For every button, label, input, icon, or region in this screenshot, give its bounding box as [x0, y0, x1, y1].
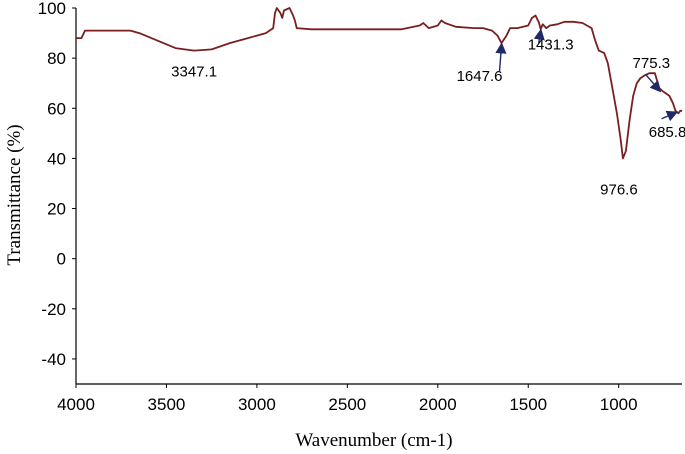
y-tick-label: 40: [47, 149, 66, 168]
peak-arrow: [533, 28, 545, 44]
annotation-layer: 3347.1 1647.6 1431.3 976.6 775.3 685.8: [171, 28, 685, 198]
x-tick-label: 2500: [328, 395, 366, 414]
y-tick-label: 80: [47, 49, 66, 68]
peak-arrow: [495, 42, 507, 72]
x-axis-ticks: 4000 3500 3000 2500 2000 1500 1000: [57, 384, 638, 414]
y-tick-label: -20: [41, 300, 66, 319]
y-tick-label: 60: [47, 99, 66, 118]
peak-label: 1647.6: [457, 68, 503, 85]
plot-frame: [75, 8, 682, 385]
x-axis-title: Wavenumber (cm-1): [295, 430, 452, 451]
y-tick-label: -40: [41, 350, 66, 369]
peak-label: 3347.1: [171, 64, 217, 81]
x-tick-label: 1500: [509, 395, 547, 414]
peak-label: 1431.3: [528, 36, 574, 53]
y-axis-ticks: 100 80 60 40 20 0 -20 -40: [38, 0, 76, 369]
x-tick-label: 3000: [238, 395, 276, 414]
x-tick-label: 1000: [600, 395, 638, 414]
peak-label: 775.3: [633, 55, 671, 72]
x-tick-label: 2000: [419, 395, 457, 414]
x-tick-label: 3500: [148, 395, 186, 414]
peak-label: 685.8: [649, 124, 685, 141]
y-tick-label: 0: [57, 250, 66, 269]
peak-arrow: [661, 110, 679, 122]
peak-label: 976.6: [600, 181, 638, 198]
y-tick-label: 100: [38, 0, 66, 18]
y-tick-label: 20: [47, 200, 66, 219]
y-axis-title: Transmittance (%): [4, 124, 25, 265]
x-tick-label: 4000: [57, 395, 95, 414]
series-layer: [76, 7, 682, 160]
peak-arrow: [644, 73, 662, 93]
spectrum-line: [76, 7, 682, 160]
